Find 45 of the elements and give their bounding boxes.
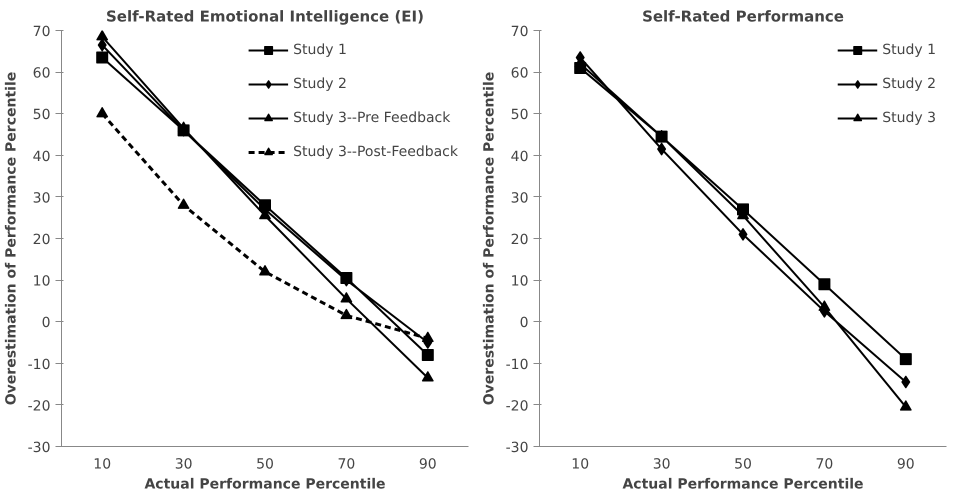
x-tick-label: 30 [174,456,193,472]
y-tick-label: 10 [510,274,529,290]
chart-title: Self-Rated Emotional Intelligence (EI) [106,8,424,26]
x-tick-label: 50 [256,456,274,472]
y-tick-label: -10 [28,356,51,373]
legend-label: Study 3 [882,110,936,126]
y-tick-label: 30 [510,190,529,206]
y-tick-label: -30 [506,440,529,456]
y-tick-label: 70 [32,24,51,40]
x-tick-label: 30 [652,456,671,472]
x-tick-label: 90 [418,456,437,472]
legend-label: Study 2 [293,76,347,92]
y-tick-label: 0 [42,315,51,332]
y-tick-label: 40 [510,148,529,165]
x-tick-label: 70 [337,456,356,472]
y-tick-label: 50 [32,107,51,124]
legend-label: Study 1 [293,42,347,58]
y-tick-label: 60 [510,66,529,82]
y-tick-label: 50 [510,107,529,124]
x-tick-label: 50 [734,456,752,472]
y-tick-label: 70 [510,24,529,40]
y-tick-label: 40 [32,148,51,165]
y-tick-label: 20 [32,232,51,248]
x-axis-title: Actual Performance Percentile [622,476,864,492]
y-tick-label: -30 [28,440,51,456]
y-tick-label: 0 [520,315,529,332]
x-tick-label: 10 [571,456,590,472]
y-tick-label: -20 [28,398,51,414]
x-tick-label: 10 [93,456,112,472]
y-tick-label: -20 [506,398,529,414]
chart-title: Self-Rated Performance [642,8,844,26]
x-tick-label: 70 [815,456,834,472]
x-tick-label: 90 [896,456,915,472]
y-tick-label: 60 [32,66,51,82]
y-axis-title: Overestimation of Performance Percentile [482,72,498,406]
y-tick-label: 20 [510,232,529,248]
legend-label: Study 3--Post-Feedback [293,144,458,160]
legend-label: Study 1 [882,42,936,58]
y-tick-label: -10 [506,356,529,373]
y-axis-title: Overestimation of Performance Percentile [4,72,20,406]
x-axis-title: Actual Performance Percentile [144,476,386,492]
y-tick-label: 30 [32,190,51,206]
legend-label: Study 2 [882,76,936,92]
legend-label: Study 3--Pre Feedback [293,110,450,126]
y-tick-label: 10 [32,274,51,290]
